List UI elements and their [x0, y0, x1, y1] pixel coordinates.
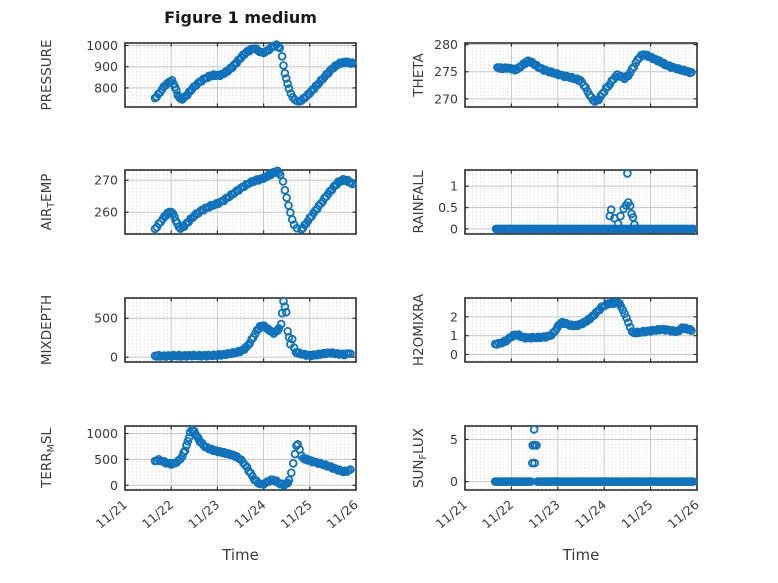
y-axis-label-air_temp: AIRTEMP	[39, 174, 57, 231]
series-markers	[150, 40, 357, 106]
ytick-label: 500	[94, 452, 118, 467]
subplot-pressure: 800 900 1000 PRESSURE	[39, 38, 357, 111]
axis-box	[124, 297, 357, 363]
ytick-label: 0.5	[438, 200, 458, 215]
y-axis-label-pressure: PRESSURE	[39, 40, 55, 111]
xtick-label: 11/25	[277, 497, 314, 532]
xtick-label: 11/23	[185, 497, 222, 532]
ytick-label: 2	[450, 309, 458, 324]
xtick-label: 11/26	[324, 497, 361, 532]
ytick-label: 1	[450, 179, 458, 194]
series-markers	[150, 425, 355, 490]
minor-grid	[468, 44, 694, 106]
series-markers	[490, 297, 696, 349]
series-markers	[150, 166, 357, 234]
ytick-label: 1000	[86, 38, 118, 53]
ytick-label: 275	[434, 64, 458, 79]
xtick-label: 11/21	[433, 497, 470, 532]
ytick-label: 0	[450, 474, 458, 489]
y-axis-label-sun_flux: SUNFLUX	[411, 428, 429, 488]
ytick-label: 260	[94, 205, 118, 220]
series-markers	[150, 296, 355, 361]
y-axis-label-mixdepth: MIXDEPTH	[39, 295, 55, 365]
xtick-label: 11/22	[139, 497, 176, 532]
y-axis-label-terr_msl: TERRMSL	[39, 428, 57, 489]
xtick-label: 11/24	[231, 497, 268, 532]
ytick-label: 1000	[86, 426, 118, 441]
minor-grid	[468, 171, 694, 233]
axis-box	[464, 297, 698, 363]
tick-marks	[464, 43, 698, 107]
subplot-terr_msl: 0 500 1000 TERRMSL 11/21 11/22 11/23 11/24 11/25…	[39, 425, 361, 564]
xtick-label: 11/26	[665, 497, 702, 532]
x-axis-label: Time	[562, 546, 600, 564]
ytick-label: 270	[94, 173, 118, 188]
subplot-theta: 270 275 280 THETA	[411, 37, 698, 108]
subplot-h2omixra: 0 1 2 H2OMIXRA	[411, 293, 698, 366]
ytick-label: 500	[94, 311, 118, 326]
tick-marks	[124, 426, 357, 490]
axis-box	[464, 42, 698, 108]
tick-marks	[464, 298, 698, 362]
y-axis-label-rainfall: RAINFALL	[411, 170, 427, 233]
y-axis-label-theta: THETA	[411, 53, 427, 98]
series-markers	[493, 50, 696, 106]
tick-marks	[124, 43, 357, 107]
subplot-air_temp: 260 270 AIRTEMP	[39, 166, 357, 235]
ytick-label: 900	[94, 59, 118, 74]
ytick-label: 270	[434, 91, 458, 106]
ytick-label: 1	[450, 328, 458, 343]
tick-marks	[464, 426, 698, 490]
figure-title: Figure 1 medium	[164, 8, 317, 27]
ytick-label: 5	[450, 432, 458, 447]
ytick-label: 0	[450, 347, 458, 362]
axis-box	[124, 42, 357, 108]
y-axis-label-h2omixra: H2OMIXRA	[411, 293, 427, 366]
ytick-label: 800	[94, 80, 118, 95]
subplot-mixdepth: 0 500 MIXDEPTH	[39, 295, 357, 365]
ytick-label: 0	[110, 478, 118, 493]
axis-box	[124, 169, 357, 235]
xtick-label: 11/25	[618, 497, 655, 532]
xtick-label: 11/23	[525, 497, 562, 532]
xtick-label: 11/21	[93, 497, 130, 532]
x-axis-label: Time	[221, 546, 259, 564]
ytick-label: 0	[450, 221, 458, 236]
axis-box	[464, 169, 698, 235]
xtick-label: 11/24	[572, 497, 609, 532]
series-markers	[490, 425, 698, 486]
ytick-label: 280	[434, 37, 458, 52]
series-markers	[491, 169, 698, 234]
axis-box	[464, 425, 698, 491]
ytick-label: 0	[110, 350, 118, 365]
subplot-rainfall: 0 0.5 1 RAINFALL	[411, 169, 698, 236]
xtick-label: 11/22	[479, 497, 516, 532]
axis-box	[124, 425, 357, 491]
